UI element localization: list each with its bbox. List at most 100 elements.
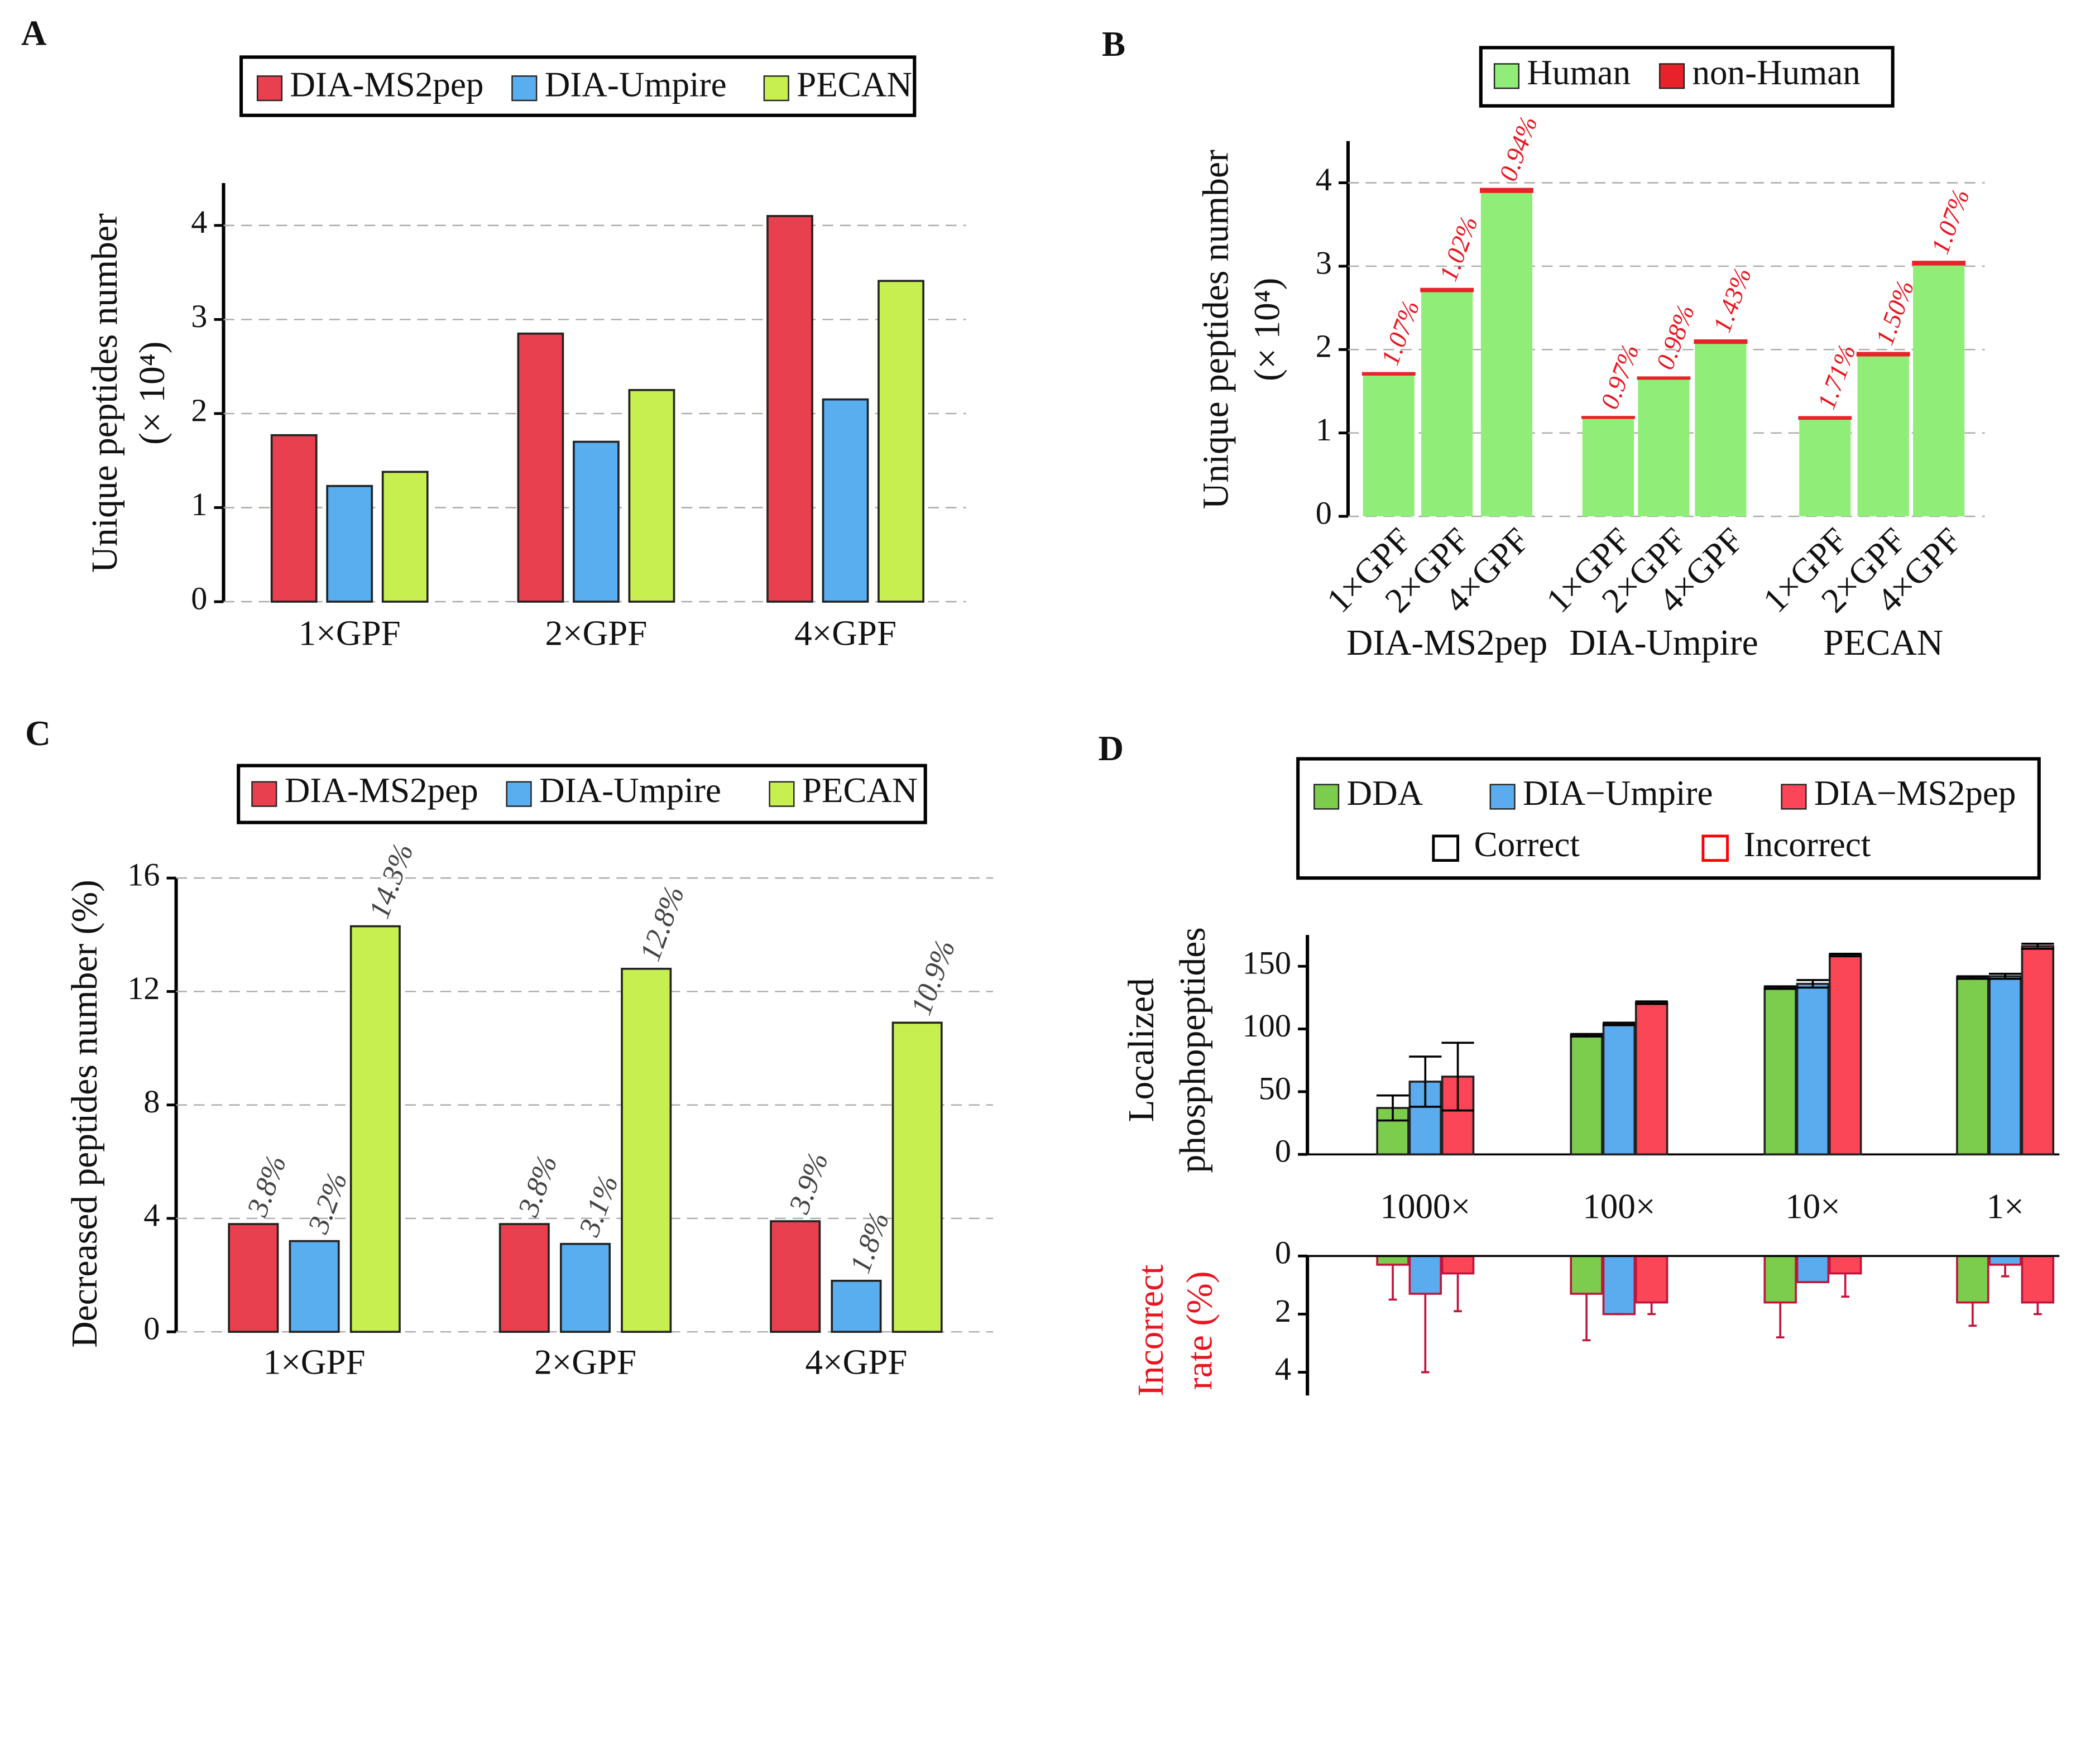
y-axis-label: Localized	[1121, 978, 1162, 1122]
x-tick-label: 10×	[1785, 1187, 1840, 1226]
x-tick-label: 2×GPF	[534, 1342, 636, 1381]
bar-segment	[1798, 416, 1852, 420]
y-tick-label: 50	[1259, 1070, 1291, 1106]
legend-label: Correct	[1474, 825, 1580, 864]
percent-label: 1.43%	[1708, 264, 1757, 336]
incorrect-bar	[2021, 1255, 2055, 1304]
bar	[1602, 1023, 1636, 1156]
incorrect-bar	[1763, 1255, 1797, 1304]
y-tick-label: 100	[1243, 1007, 1291, 1044]
legend-label: DIA-MS2pep	[290, 65, 483, 104]
bar	[1570, 1034, 1603, 1156]
y-tick-label: 3	[191, 298, 207, 334]
bar	[628, 388, 675, 603]
incorrect-bar	[1441, 1255, 1475, 1275]
bar	[891, 1021, 943, 1333]
bar	[559, 1242, 611, 1333]
bar	[770, 1220, 821, 1333]
bar	[498, 1223, 550, 1333]
percent-label: 1.71%	[1812, 340, 1862, 412]
error-bar	[1635, 1000, 1668, 1005]
x-tick-label: 1×GPF	[263, 1342, 366, 1381]
legend-label: PECAN	[797, 65, 912, 104]
bar	[1988, 975, 2022, 1156]
error-bar	[1841, 1273, 1849, 1298]
error-bar	[1582, 1294, 1591, 1342]
y2-axis-label: rate (%)	[1180, 1271, 1220, 1390]
error-bar	[1829, 952, 1862, 958]
error-bar	[1603, 1021, 1636, 1026]
value-label: 3.1%	[572, 1170, 625, 1241]
error-bar	[1647, 1302, 1656, 1316]
bar-segment	[1913, 264, 1965, 517]
error-bar	[1388, 1264, 1397, 1301]
y-tick-label: 3	[1316, 244, 1332, 281]
y-tick-label: 8	[143, 1083, 160, 1120]
error-bar	[2021, 942, 2054, 950]
bar-segment	[1480, 191, 1533, 517]
legend-swatch	[506, 781, 532, 807]
legend-box	[239, 55, 917, 117]
value-label: 3.8%	[240, 1151, 293, 1221]
percent-label: 0.98%	[1651, 301, 1700, 373]
panel-label: D	[1098, 729, 1124, 768]
error-bar	[1409, 1055, 1442, 1108]
error-bar	[1988, 972, 2022, 980]
legend-swatch	[1658, 63, 1685, 89]
bar	[381, 471, 429, 603]
value-label: 12.8%	[633, 881, 691, 965]
error-bar	[1570, 1033, 1603, 1038]
bar	[1956, 976, 1989, 1156]
legend-label: DIA-Umpire	[545, 65, 727, 104]
x-tick-label: 1×	[1987, 1187, 2024, 1226]
y-tick-label: 16	[127, 857, 160, 893]
bar-segment	[1695, 343, 1747, 517]
y-axis-label: Unique peptides number	[85, 213, 125, 573]
y-tick-label: 0	[1275, 1133, 1291, 1169]
bar-segment	[1912, 261, 1966, 266]
y-tick-label: 4	[1316, 161, 1332, 198]
value-label: 3.9%	[781, 1148, 835, 1218]
y-axis-label: (× 10⁴)	[132, 342, 172, 445]
percent-label: 0.94%	[1493, 113, 1543, 185]
bar	[822, 398, 869, 603]
bar	[326, 484, 373, 603]
incorrect-bar	[1408, 1255, 1442, 1295]
x-tick-label: 4×GPF	[794, 614, 896, 653]
bar	[349, 925, 401, 1333]
bar-segment	[1638, 378, 1690, 517]
x-tick-label: 1×GPF	[299, 614, 401, 653]
legend-swatch	[1313, 784, 1340, 810]
bar-segment	[1799, 419, 1851, 517]
bar	[517, 332, 564, 603]
bar-segment	[1582, 417, 1634, 517]
legend-swatch	[763, 75, 789, 102]
error-bar	[1454, 1273, 1462, 1313]
y-axis-label: (× 10⁴)	[1248, 278, 1288, 381]
legend-label: DDA	[1347, 774, 1423, 813]
bar	[1828, 954, 1862, 1156]
bar-segment	[1420, 287, 1474, 292]
y-tick-label: 4	[143, 1197, 160, 1233]
incorrect-bar	[1988, 1255, 2022, 1266]
legend-swatch	[251, 781, 277, 807]
legend-box	[1296, 757, 2041, 880]
y-axis-label: Decreased peptides number (%)	[65, 880, 105, 1348]
bar	[621, 967, 672, 1333]
bar	[573, 440, 620, 603]
y2-tick-label: 4	[1275, 1351, 1291, 1387]
x-tick-label: 1000×	[1380, 1187, 1470, 1226]
panel-label: B	[1102, 25, 1125, 64]
bar	[1634, 1001, 1669, 1156]
error-bar	[1796, 979, 1829, 989]
value-label: 14.3%	[362, 839, 420, 923]
legend-label: PECAN	[802, 771, 918, 810]
value-label: 10.9%	[904, 935, 962, 1019]
error-bar	[1441, 1041, 1474, 1112]
legend-swatch	[1781, 784, 1807, 810]
group-label: DIA-MS2pep	[1346, 623, 1547, 663]
legend-label: non-Human	[1692, 53, 1860, 92]
bar	[228, 1223, 279, 1333]
